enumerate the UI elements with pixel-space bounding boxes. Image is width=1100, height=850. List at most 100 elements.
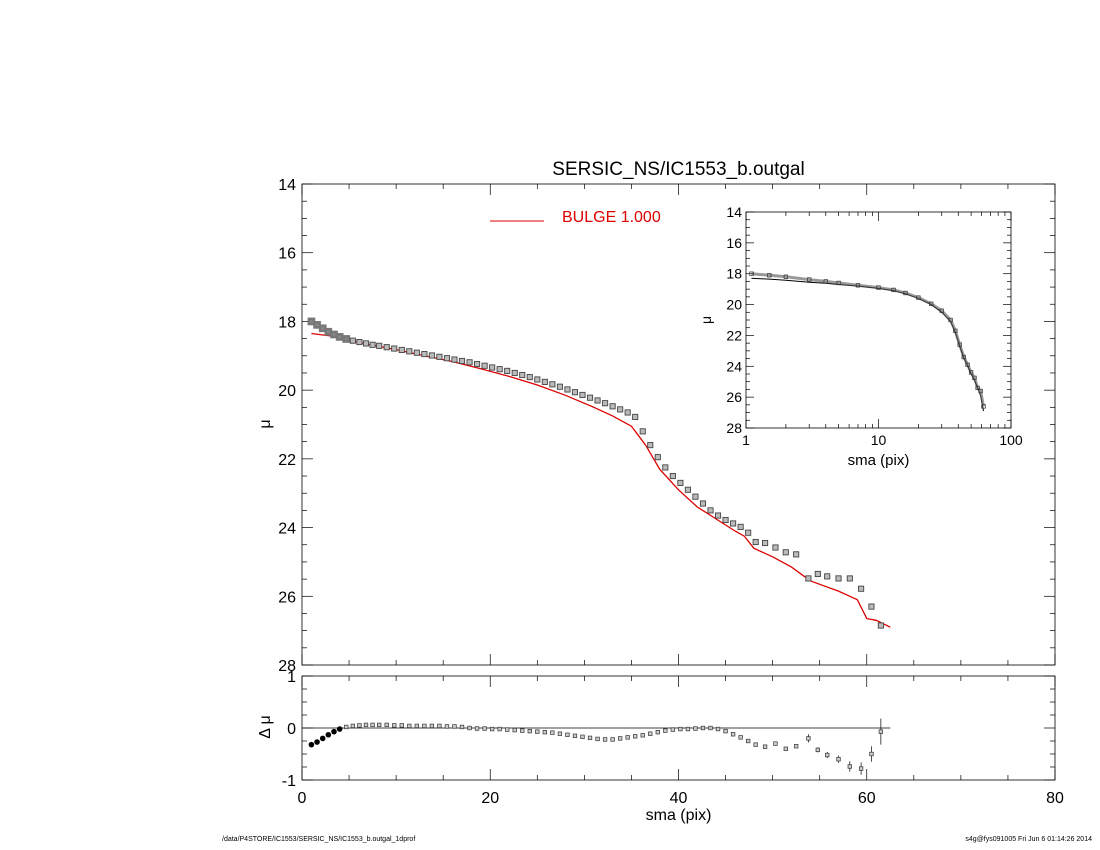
data-point — [362, 340, 370, 347]
residual-point — [331, 728, 337, 735]
data-point — [481, 362, 488, 369]
residual-point — [474, 726, 480, 731]
data-point — [793, 551, 800, 558]
residual-point — [350, 723, 355, 729]
data-point — [579, 391, 586, 399]
data-point — [730, 520, 737, 527]
data-point — [714, 512, 722, 519]
data-point — [496, 366, 503, 373]
residual-point — [753, 742, 758, 747]
residual-y-axis-label: Δ μ — [257, 715, 274, 738]
residual-point — [357, 723, 362, 728]
residual-point — [336, 726, 343, 732]
data-point — [654, 454, 661, 461]
data-point — [609, 403, 616, 410]
data-point — [586, 394, 594, 401]
residual-point — [633, 734, 638, 739]
residual-point — [670, 727, 676, 732]
residual-point — [783, 746, 788, 751]
inset-plot-frame — [745, 211, 1012, 429]
residual-point — [512, 727, 517, 733]
residual-point — [602, 737, 608, 742]
x-axis-label: sma (pix) — [646, 807, 712, 824]
residual-point — [858, 766, 864, 771]
residual-point — [700, 725, 706, 731]
inset-data-point — [855, 283, 861, 288]
data-point — [519, 371, 526, 379]
main-y-tick-label: 28 — [278, 658, 296, 675]
residual-point — [459, 724, 465, 730]
chart-title: SERSIC_NS/IC1553_b.outgal — [552, 159, 804, 180]
data-point — [458, 357, 466, 364]
data-point — [391, 345, 398, 352]
inset-y-tick-label: 24 — [726, 358, 742, 374]
residual-point — [565, 732, 570, 737]
inset-data-point — [783, 274, 789, 279]
data-point — [489, 364, 496, 371]
residual-point — [580, 734, 585, 739]
residual-point — [325, 731, 332, 738]
residual-point — [678, 726, 683, 732]
main-y-axis-label: μ — [257, 419, 274, 428]
data-point — [398, 346, 405, 353]
data-point — [669, 472, 676, 480]
residual-point — [762, 744, 768, 749]
data-point — [466, 359, 473, 366]
data-point — [868, 603, 875, 610]
inset-data-point — [929, 301, 934, 306]
residual-point — [806, 736, 811, 741]
inset-data-point — [972, 375, 977, 381]
residual-point — [610, 737, 615, 742]
data-point — [722, 516, 729, 524]
residual-point — [520, 728, 525, 733]
residual-point — [730, 732, 736, 737]
residual-point — [595, 736, 600, 742]
data-point — [662, 464, 669, 471]
residual-point — [693, 726, 698, 731]
data-point — [571, 389, 579, 396]
residual-point — [482, 726, 487, 731]
inset-data-point — [965, 362, 970, 367]
data-point — [335, 333, 344, 341]
inset-data-point — [961, 354, 966, 360]
data-point — [707, 507, 714, 514]
inset-data-point — [957, 342, 962, 347]
inset-data-point — [978, 388, 983, 394]
residual-point — [572, 733, 578, 738]
data-point — [549, 381, 556, 388]
data-point — [349, 337, 356, 344]
data-point — [762, 539, 769, 547]
data-point — [342, 335, 351, 343]
inset-data-point — [968, 370, 974, 375]
inset-y-tick-label: 18 — [726, 266, 742, 282]
residual-point — [550, 730, 555, 735]
data-point — [752, 538, 759, 546]
main-y-tick-label: 20 — [278, 383, 296, 400]
data-point — [556, 383, 563, 390]
data-point — [617, 406, 624, 413]
data-point — [369, 341, 376, 348]
inset-data-point — [916, 295, 921, 300]
residual-point — [377, 722, 382, 728]
data-point — [858, 585, 865, 592]
residual-point — [663, 728, 668, 733]
residual-point — [738, 735, 743, 740]
residual-x-tick-label: 0 — [298, 790, 307, 807]
residual-y-tick-label: -1 — [282, 773, 296, 790]
residual-point — [685, 726, 691, 732]
residual-point — [625, 735, 630, 740]
data-point — [594, 397, 601, 404]
data-point — [541, 378, 548, 385]
data-point — [474, 360, 481, 368]
main-y-tick-label: 16 — [278, 246, 296, 263]
residual-point — [708, 725, 713, 731]
data-point — [376, 342, 383, 349]
data-point — [737, 523, 744, 530]
data-point — [632, 413, 639, 420]
residual-point — [422, 723, 427, 729]
main-y-tick-label: 22 — [278, 452, 296, 469]
data-point — [436, 353, 443, 360]
residual-point — [429, 723, 435, 729]
residual-point — [363, 722, 369, 728]
